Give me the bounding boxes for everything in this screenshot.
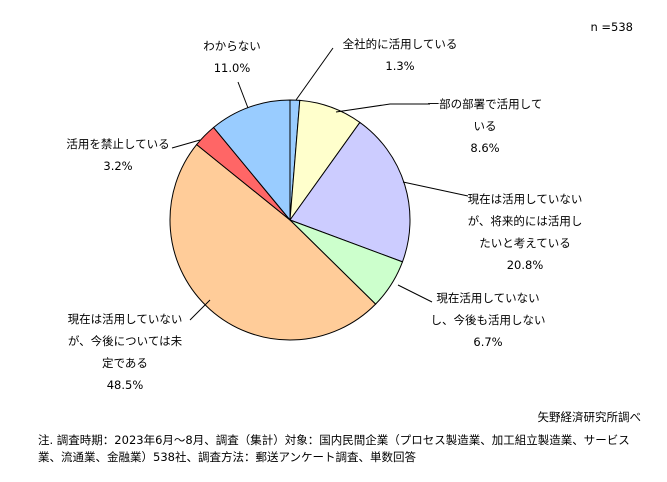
leader-line-6 bbox=[237, 81, 249, 109]
slice-category-label-4: 現在は活用していない bbox=[68, 312, 183, 326]
slice-category-label-3: し、今後も活用しない bbox=[431, 313, 546, 327]
slice-category-label-6: わからない bbox=[203, 39, 261, 53]
slice-value-label-4: 48.5% bbox=[107, 378, 144, 392]
slice-category-label-5: 活用を禁止している bbox=[66, 137, 169, 151]
leader-line-5 bbox=[171, 139, 201, 149]
sample-size-label: n =538 bbox=[590, 20, 633, 34]
leader-line-1 bbox=[335, 103, 430, 113]
leader-line-2 bbox=[402, 181, 469, 197]
pie-slice-6 bbox=[212, 99, 291, 222]
leader-line-0 bbox=[295, 47, 334, 101]
slice-value-label-2: 20.8% bbox=[507, 258, 544, 272]
slice-category-label-2: たいと考えている bbox=[479, 236, 570, 250]
source-credit: 矢野経済研究所調べ bbox=[537, 410, 642, 424]
slice-value-label-6: 11.0% bbox=[214, 61, 251, 75]
slice-value-label-0: 1.3% bbox=[385, 59, 414, 73]
slice-category-label-0: 全社的に活用している bbox=[343, 37, 458, 51]
pie-slice-4 bbox=[169, 143, 377, 341]
slice-value-label-3: 6.7% bbox=[473, 335, 502, 349]
slice-value-label-5: 3.2% bbox=[103, 159, 132, 173]
slice-value-label-1: 8.6% bbox=[470, 141, 499, 155]
leader-line-4 bbox=[189, 299, 211, 321]
slice-category-label-2: 現在は活用していない bbox=[468, 192, 583, 206]
slice-category-label-1: いる bbox=[474, 119, 497, 133]
slice-category-label-3: 現在活用していない bbox=[436, 291, 539, 305]
slice-category-label-4: 定である bbox=[102, 356, 148, 370]
leader-line-3 bbox=[397, 284, 433, 303]
slice-category-label-1: 一部の部署で活用して bbox=[428, 97, 543, 111]
survey-note: 注. 調査時期：2023年6月～8月、調査（集計）対象：国内民間企業（プロセス製… bbox=[38, 433, 630, 464]
slice-category-label-4: が、今後については未 bbox=[68, 334, 183, 348]
pie-slice-2 bbox=[289, 121, 411, 263]
slice-category-label-2: が、将来的には活用し bbox=[468, 214, 583, 228]
